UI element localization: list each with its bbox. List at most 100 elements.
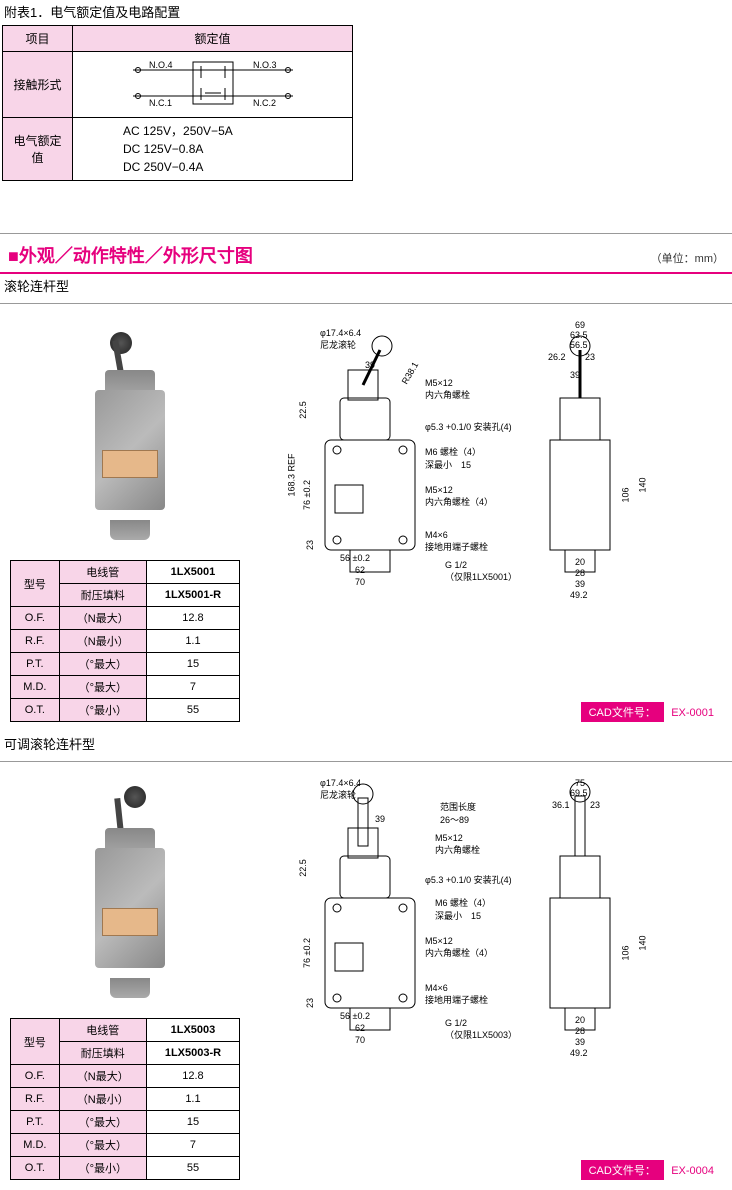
anno: 39	[575, 1037, 585, 1047]
anno: M5×12 内六角螺栓	[425, 378, 470, 401]
anno: M5×12 内六角螺栓（4）	[425, 485, 493, 508]
anno: 106	[621, 945, 631, 960]
product-section-2: 型号 电线管 1LX5003 耐压填料 1LX5003-R O.F.（N最大）1…	[0, 768, 732, 1190]
dimension-drawing-1: φ17.4×6.4 尼龙滚轮 39 R38.1 22.5 168.3 REF 7…	[270, 320, 610, 610]
anno: 140	[638, 935, 648, 950]
nc1-label: N.C.1	[149, 98, 172, 108]
char-val: 12.8	[146, 1065, 239, 1088]
product-subtitle: 滚轮连杆型	[0, 274, 732, 297]
cad-number: EX-0004	[671, 1165, 714, 1177]
char-key: O.T.	[11, 699, 60, 722]
cad-label: CAD文件号：	[581, 1160, 664, 1180]
no4-label: N.O.4	[149, 60, 173, 70]
char-key: R.F.	[11, 1088, 60, 1111]
anno: 70	[355, 577, 365, 587]
anno: 69.5	[570, 788, 588, 798]
char-unit: （°最小）	[59, 1157, 146, 1180]
rating-line: AC 125V，250V−5A	[123, 122, 344, 140]
product-photo	[80, 340, 180, 540]
char-key: O.T.	[11, 1157, 60, 1180]
model-packing: 1LX5001-R	[146, 584, 239, 607]
anno: M4×6 接地用端子螺栓	[425, 983, 488, 1006]
model-packing: 1LX5003-R	[146, 1042, 239, 1065]
anno: 56 ±0.2	[340, 553, 370, 563]
char-val: 7	[146, 676, 239, 699]
model-conduit: 1LX5001	[146, 561, 239, 584]
section-title: ■外观／动作特性／外形尺寸图	[8, 242, 253, 268]
char-unit: （°最大）	[59, 1134, 146, 1157]
anno: 49.2	[570, 590, 588, 600]
char-val: 15	[146, 1111, 239, 1134]
anno: 140	[638, 477, 648, 492]
char-unit: （°最大）	[59, 676, 146, 699]
anno: G 1/2 （仅限1LX5003）	[445, 1018, 517, 1041]
rating-line: DC 125V−0.8A	[123, 140, 344, 158]
anno: 62	[355, 1023, 365, 1033]
char-key: M.D.	[11, 1134, 60, 1157]
anno: 23	[305, 540, 315, 550]
model-header: 型号	[11, 1019, 60, 1065]
divider	[0, 303, 732, 304]
char-key: P.T.	[11, 653, 60, 676]
header-item: 项目	[3, 26, 73, 52]
char-unit: （N最大）	[59, 607, 146, 630]
char-val: 12.8	[146, 607, 239, 630]
nc2-label: N.C.2	[253, 98, 276, 108]
char-unit: （°最大）	[59, 653, 146, 676]
packing-header: 耐压填料	[59, 584, 146, 607]
anno: 23	[590, 800, 600, 810]
anno: 23	[305, 998, 315, 1008]
char-key: O.F.	[11, 607, 60, 630]
electrical-ratings-table: 项目 额定值 接触形式 N.O.4 N.O.3	[2, 25, 353, 181]
divider	[0, 233, 732, 234]
circuit-diagram-cell: N.O.4 N.O.3 N.C.1 N.C.2	[73, 52, 353, 118]
anno: 28	[575, 568, 585, 578]
conduit-header: 电线管	[59, 561, 146, 584]
cad-badge: CAD文件号： EX-0001	[581, 702, 714, 722]
char-key: M.D.	[11, 676, 60, 699]
anno: 20	[575, 1015, 585, 1025]
char-val: 15	[146, 653, 239, 676]
anno: M6 螺栓（4） 深最小 15	[435, 896, 491, 922]
char-val: 7	[146, 1134, 239, 1157]
rating-values: AC 125V，250V−5A DC 125V−0.8A DC 250V−0.4…	[73, 118, 353, 181]
anno: 39	[575, 579, 585, 589]
model-header: 型号	[11, 561, 60, 607]
product-section-1: 型号 电线管 1LX5001 耐压填料 1LX5001-R O.F.（N最大）1…	[0, 310, 732, 732]
char-key: R.F.	[11, 630, 60, 653]
anno: 168.3 REF	[287, 453, 297, 496]
product-photo	[80, 798, 180, 998]
char-key: P.T.	[11, 1111, 60, 1134]
anno: 22.5	[298, 401, 308, 419]
conduit-header: 电线管	[59, 1019, 146, 1042]
anno: 20	[575, 557, 585, 567]
packing-header: 耐压填料	[59, 1042, 146, 1065]
cad-number: EX-0001	[671, 707, 714, 719]
char-unit: （°最大）	[59, 1111, 146, 1134]
no3-label: N.O.3	[253, 60, 277, 70]
char-unit: （N最小）	[59, 630, 146, 653]
circuit-diagram: N.O.4 N.O.3 N.C.1 N.C.2	[93, 58, 333, 108]
section-header: ■外观／动作特性／外形尺寸图 （单位：mm）	[0, 238, 732, 274]
char-val: 1.1	[146, 630, 239, 653]
anno: 75	[575, 778, 585, 788]
anno: M4×6 接地用端子螺栓	[425, 530, 488, 553]
model-conduit: 1LX5003	[146, 1019, 239, 1042]
anno: 范围长度 26～89	[440, 800, 476, 826]
char-val: 1.1	[146, 1088, 239, 1111]
anno: 39	[570, 370, 580, 380]
anno-roller: φ17.4×6.4 尼龙滚轮	[320, 778, 361, 801]
cad-label: CAD文件号：	[581, 702, 664, 722]
anno: 63.5	[570, 330, 588, 340]
anno: 39	[365, 360, 375, 370]
anno: 56 ±0.2	[340, 1011, 370, 1021]
divider	[0, 761, 732, 762]
cad-badge: CAD文件号： EX-0004	[581, 1160, 714, 1180]
dimension-drawing-2: φ17.4×6.4 尼龙滚轮 39 范围长度 26～89 22.5 76 ±0.…	[270, 778, 610, 1068]
anno: G 1/2 （仅限1LX5001）	[445, 560, 517, 583]
char-unit: （N最小）	[59, 1088, 146, 1111]
anno: 28	[575, 1026, 585, 1036]
anno: 76 ±0.2	[302, 480, 312, 510]
char-val: 55	[146, 1157, 239, 1180]
anno: 76 ±0.2	[302, 938, 312, 968]
